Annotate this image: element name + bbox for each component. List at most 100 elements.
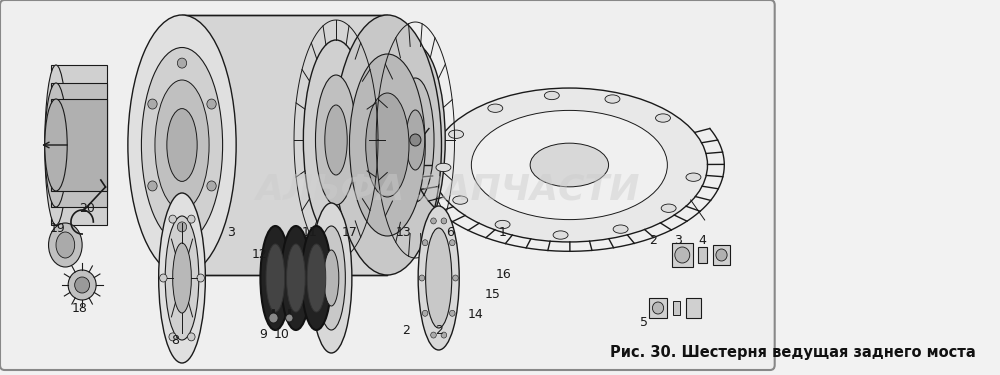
Ellipse shape xyxy=(422,240,428,246)
Ellipse shape xyxy=(675,247,690,263)
Ellipse shape xyxy=(449,240,455,246)
Ellipse shape xyxy=(197,274,204,282)
Ellipse shape xyxy=(471,110,667,220)
Ellipse shape xyxy=(207,181,216,191)
Ellipse shape xyxy=(173,243,191,313)
FancyBboxPatch shape xyxy=(0,0,775,370)
Ellipse shape xyxy=(159,193,205,363)
Text: 18: 18 xyxy=(71,302,87,315)
Ellipse shape xyxy=(269,313,278,323)
Text: 17: 17 xyxy=(342,225,358,238)
Ellipse shape xyxy=(397,78,434,202)
Bar xyxy=(51,99,107,191)
Text: 3: 3 xyxy=(674,234,682,246)
Text: 2: 2 xyxy=(649,234,657,246)
Ellipse shape xyxy=(260,226,290,330)
Ellipse shape xyxy=(349,54,425,236)
Ellipse shape xyxy=(488,104,503,112)
Bar xyxy=(649,298,667,318)
Ellipse shape xyxy=(441,218,447,224)
Ellipse shape xyxy=(530,143,609,187)
Ellipse shape xyxy=(128,15,236,275)
Ellipse shape xyxy=(56,232,75,258)
Ellipse shape xyxy=(436,163,451,172)
Text: 3: 3 xyxy=(228,225,235,238)
Ellipse shape xyxy=(453,275,458,281)
Ellipse shape xyxy=(449,310,455,316)
Ellipse shape xyxy=(441,332,447,338)
Ellipse shape xyxy=(325,105,347,175)
Bar xyxy=(182,15,387,275)
Text: 15: 15 xyxy=(485,288,501,300)
Ellipse shape xyxy=(418,206,459,350)
Ellipse shape xyxy=(716,249,727,261)
Ellipse shape xyxy=(317,226,345,330)
Ellipse shape xyxy=(406,110,425,170)
Ellipse shape xyxy=(68,270,96,300)
Ellipse shape xyxy=(324,250,339,306)
Ellipse shape xyxy=(544,92,559,100)
Ellipse shape xyxy=(605,95,620,103)
Ellipse shape xyxy=(422,310,428,316)
Text: 1: 1 xyxy=(498,225,506,238)
Ellipse shape xyxy=(45,99,67,191)
Ellipse shape xyxy=(656,114,670,122)
Text: 16: 16 xyxy=(496,268,512,282)
Ellipse shape xyxy=(266,244,285,312)
Text: 14: 14 xyxy=(468,309,484,321)
Ellipse shape xyxy=(410,134,421,146)
Ellipse shape xyxy=(141,48,223,243)
Ellipse shape xyxy=(495,220,510,229)
Bar xyxy=(686,298,701,318)
Ellipse shape xyxy=(333,15,441,275)
Ellipse shape xyxy=(169,215,176,223)
Ellipse shape xyxy=(286,314,293,322)
Ellipse shape xyxy=(155,80,209,210)
Bar xyxy=(51,83,107,207)
Bar xyxy=(713,245,730,265)
Ellipse shape xyxy=(207,99,216,109)
Ellipse shape xyxy=(661,204,676,212)
Ellipse shape xyxy=(652,302,664,314)
Ellipse shape xyxy=(301,226,331,330)
Text: 11: 11 xyxy=(302,225,318,238)
Text: 10: 10 xyxy=(274,328,290,342)
Ellipse shape xyxy=(75,277,90,293)
Ellipse shape xyxy=(303,40,369,240)
Ellipse shape xyxy=(431,218,436,224)
Ellipse shape xyxy=(165,216,199,340)
Text: 9: 9 xyxy=(259,328,267,342)
Bar xyxy=(698,247,707,263)
Text: АЛЬФА ЗАПЧАСТИ: АЛЬФА ЗАПЧАСТИ xyxy=(256,173,640,207)
Ellipse shape xyxy=(188,215,195,223)
Ellipse shape xyxy=(169,333,176,341)
Ellipse shape xyxy=(188,333,195,341)
Ellipse shape xyxy=(49,223,82,267)
Ellipse shape xyxy=(307,244,326,312)
Ellipse shape xyxy=(366,93,409,197)
Text: 6: 6 xyxy=(446,225,454,238)
Ellipse shape xyxy=(148,181,157,191)
Ellipse shape xyxy=(686,173,701,182)
Ellipse shape xyxy=(419,275,425,281)
Text: 4: 4 xyxy=(698,234,706,246)
Ellipse shape xyxy=(613,225,628,233)
Text: 13: 13 xyxy=(395,225,411,238)
Ellipse shape xyxy=(281,226,311,330)
Ellipse shape xyxy=(45,65,67,225)
Ellipse shape xyxy=(449,130,464,138)
Ellipse shape xyxy=(453,196,468,204)
Text: 8: 8 xyxy=(171,333,179,346)
Text: Рис. 30. Шестерня ведущая заднего моста: Рис. 30. Шестерня ведущая заднего моста xyxy=(610,345,976,360)
Ellipse shape xyxy=(431,88,707,242)
Ellipse shape xyxy=(160,274,167,282)
Bar xyxy=(672,243,693,267)
Ellipse shape xyxy=(177,222,187,232)
Ellipse shape xyxy=(553,231,568,239)
Bar xyxy=(51,65,107,225)
Text: 20: 20 xyxy=(79,201,95,214)
Ellipse shape xyxy=(431,332,436,338)
Text: 5: 5 xyxy=(640,315,648,328)
Ellipse shape xyxy=(167,109,197,182)
Ellipse shape xyxy=(45,83,67,207)
